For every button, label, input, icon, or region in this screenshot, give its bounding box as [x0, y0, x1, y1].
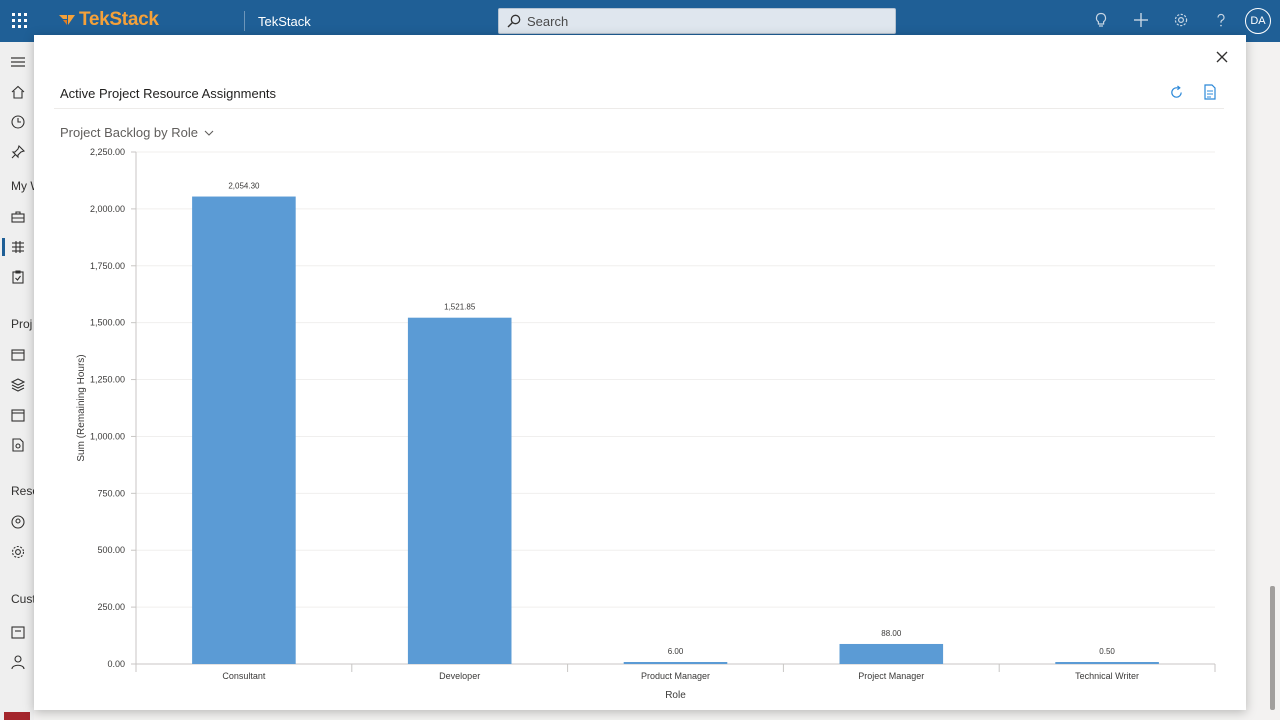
x-axis-title: Role: [665, 690, 686, 701]
y-tick-label: 0.00: [107, 659, 125, 669]
x-tick-label: Project Manager: [858, 671, 924, 681]
refresh-button[interactable]: [1168, 83, 1184, 101]
y-tick-label: 1,500.00: [90, 318, 125, 328]
search-icon: [507, 14, 521, 28]
y-tick-label: 250.00: [97, 602, 125, 612]
layers-icon[interactable]: [10, 377, 26, 393]
dialog-title: Active Project Resource Assignments: [60, 86, 277, 101]
y-tick-label: 500.00: [97, 545, 125, 555]
schedule-board-icon[interactable]: [10, 239, 26, 255]
hamburger-icon[interactable]: [10, 54, 26, 70]
help-icon[interactable]: [1212, 11, 1230, 29]
chart-gridlines: [136, 151, 1215, 608]
data-label: 88.00: [881, 629, 902, 638]
search-input[interactable]: [527, 13, 867, 29]
brand-mark-icon: [59, 15, 75, 25]
calendar-icon[interactable]: [10, 407, 26, 423]
clipboard-icon[interactable]: [10, 269, 26, 285]
nav-section-label: Reso: [11, 484, 40, 498]
x-tick-label: Product Manager: [641, 671, 710, 681]
brand-name: TekStack: [79, 9, 159, 30]
data-label: 6.00: [668, 647, 684, 656]
y-tick-label: 750.00: [97, 488, 125, 498]
bar-product-manager[interactable]: [623, 662, 728, 664]
bar-developer[interactable]: [407, 317, 512, 664]
refresh-icon: [1170, 84, 1182, 98]
bar-consultant[interactable]: [192, 196, 296, 664]
chevron-down-icon: [204, 130, 214, 136]
bar-project-manager[interactable]: [839, 643, 944, 664]
y-tick-label: 1,000.00: [90, 431, 125, 441]
lightbulb-icon[interactable]: [1092, 11, 1110, 29]
y-axis-title: Sum (Remaining Hours): [76, 354, 87, 461]
close-button[interactable]: [1212, 47, 1232, 67]
y-axis-ticks: 0.00 250.00 500.00 750.00 1,000.00 1,250.00 1,…: [90, 147, 136, 669]
search-box[interactable]: [498, 8, 896, 34]
settings-icon[interactable]: [10, 544, 26, 560]
close-icon: [1216, 51, 1228, 63]
data-label: 1,521.85: [444, 303, 476, 312]
project-icon[interactable]: [10, 347, 26, 363]
data-label: 2,054.30: [228, 182, 260, 191]
header-separator: [244, 11, 245, 31]
document-gear-icon[interactable]: [10, 437, 26, 453]
y-tick-label: 1,250.00: [90, 375, 125, 385]
y-tick-label: 2,000.00: [90, 204, 125, 214]
clock-icon[interactable]: [10, 114, 26, 130]
export-button[interactable]: [1202, 83, 1218, 101]
y-tick-label: 1,750.00: [90, 261, 125, 271]
gear-icon[interactable]: [1172, 11, 1190, 29]
x-tick-label: Technical Writer: [1075, 671, 1139, 681]
chart-bars: 2,054.30 1,521.85 6.00 88.00 0.50: [192, 182, 1159, 664]
export-icon: [1204, 84, 1216, 100]
briefcase-icon[interactable]: [10, 209, 26, 225]
nav-section-label: Cust: [11, 592, 36, 606]
x-tick-label: Developer: [439, 671, 480, 681]
resource-icon[interactable]: [10, 514, 26, 530]
dialog-actions: [1168, 83, 1218, 101]
chart-view-selector[interactable]: Project Backlog by Role: [60, 125, 214, 140]
app-title[interactable]: TekStack: [258, 14, 311, 29]
plus-icon[interactable]: [1132, 11, 1150, 29]
person-icon[interactable]: [10, 654, 26, 670]
data-label: 0.50: [1099, 647, 1115, 656]
x-tick-label: Consultant: [222, 671, 266, 681]
avatar[interactable]: DA: [1245, 8, 1271, 34]
brand-logo[interactable]: TekStack: [58, 9, 159, 31]
account-card-icon[interactable]: [10, 624, 26, 640]
chart-view-label: Project Backlog by Role: [60, 125, 199, 140]
chart-dialog: Active Project Resource Assignments Proj…: [34, 35, 1246, 710]
nav-section-label: My W: [11, 179, 42, 193]
x-axis-ticks: Consultant Developer Product Manager Projec…: [135, 664, 1216, 681]
bar-technical-writer[interactable]: [1055, 662, 1159, 664]
scrollbar[interactable]: [1270, 586, 1275, 710]
home-icon[interactable]: [10, 84, 26, 100]
header-actions: [1092, 11, 1230, 29]
bar-chart: 0.00 250.00 500.00 750.00 1,000.00 1,250.00 1,…: [76, 147, 1216, 701]
area-switcher[interactable]: [4, 712, 30, 720]
dialog-divider: [54, 108, 1224, 109]
active-indicator: [2, 238, 5, 256]
left-nav: My W Proj Reso Cust: [0, 42, 42, 720]
nav-section-label: Proj: [11, 317, 33, 331]
app-launcher-icon[interactable]: [12, 13, 28, 29]
pin-icon[interactable]: [10, 144, 26, 160]
y-tick-label: 2,250.00: [90, 147, 125, 157]
